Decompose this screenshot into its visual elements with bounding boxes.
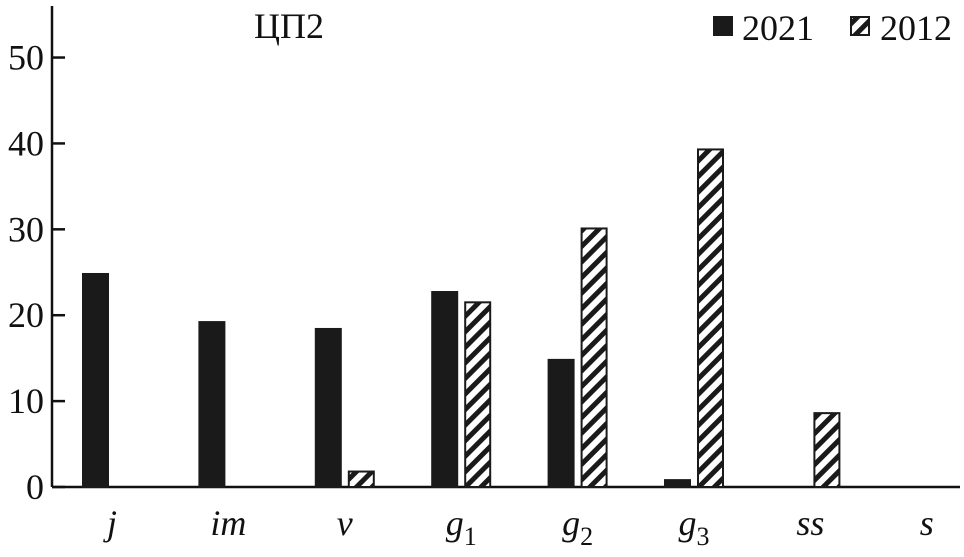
bar-2021-im — [198, 321, 226, 489]
bar-2021-j — [82, 272, 109, 488]
y-tick-label: 0 — [26, 467, 44, 507]
y-tick-label: 20 — [8, 295, 44, 335]
bar-2012-v — [347, 470, 375, 488]
x-tick-label-base: ss — [796, 503, 824, 543]
bar-2012-ss — [813, 412, 841, 488]
bar-2012-g3 — [697, 148, 724, 488]
legend-label: 2012 — [880, 8, 952, 48]
x-tick-label: g1 — [446, 503, 477, 551]
legend: 2021 2012 — [713, 8, 952, 48]
x-tick-label: s — [920, 503, 934, 543]
x-tick-label-subscript: 1 — [464, 522, 477, 551]
x-tick-label-base: g — [562, 503, 580, 543]
legend-swatch-2012 — [850, 16, 870, 36]
x-tick-label-base: im — [210, 503, 246, 543]
y-tick-label: 40 — [8, 123, 44, 163]
bar-2012-g2 — [580, 227, 608, 488]
x-tick-label: g3 — [679, 503, 710, 551]
x-tick-label-base: s — [920, 503, 934, 543]
x-tick-label: g2 — [562, 503, 593, 551]
x-tick-label-base: v — [337, 503, 353, 543]
bar-2012-g1 — [464, 301, 492, 488]
x-tick-label-base: g — [679, 503, 697, 543]
legend-swatch-2021 — [713, 16, 733, 36]
x-tick-label: im — [210, 503, 246, 543]
x-tick-label: ss — [796, 503, 824, 543]
bar-2021-g1 — [431, 291, 459, 489]
y-tick-label: 10 — [8, 381, 44, 421]
bar-2021-g3 — [664, 479, 691, 488]
bar-2021-g2 — [547, 358, 575, 488]
y-tick-label: 50 — [8, 38, 44, 78]
y-tick-label: 30 — [8, 209, 44, 249]
chart-title: ЦП2 — [254, 6, 324, 46]
legend-label: 2021 — [742, 8, 814, 48]
x-tick-label-base: g — [446, 503, 464, 543]
x-tick-label-subscript: 2 — [580, 522, 593, 551]
bar-2021-v — [314, 327, 342, 489]
x-tick-label: j — [103, 503, 117, 543]
x-tick-label-subscript: 3 — [697, 522, 710, 551]
category-labels: j im v g1 g2 g3 ss s — [103, 503, 934, 551]
x-tick-label-base: j — [103, 503, 117, 543]
x-tick-label: v — [337, 503, 353, 543]
bars — [82, 148, 841, 489]
